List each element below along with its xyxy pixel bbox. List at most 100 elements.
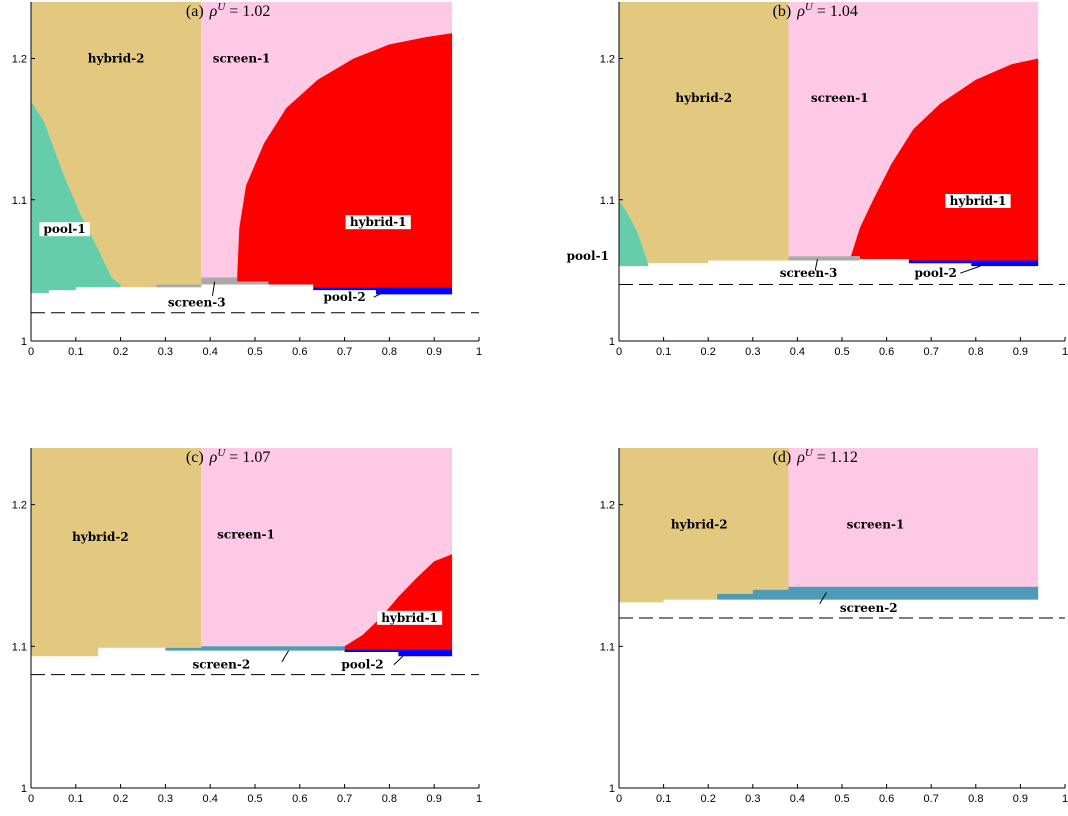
rho-superscript: U [217,1,226,13]
x-tick-label: 0.2 [113,793,128,805]
region-screen-2 [165,646,345,651]
region-pool-1 [31,100,121,294]
region-label-pool-2: pool-2 [323,290,365,304]
region-label-screen-3: screen-3 [780,266,838,280]
rho-symbol: ρ [209,449,218,466]
x-tick-label: 0.1 [68,793,83,805]
region-hybrid-2 [31,448,202,657]
region-label-screen-2: screen-2 [193,658,251,672]
x-tick-label: 0.4 [790,346,805,358]
y-tick-label: 1.1 [600,195,615,207]
y-tick-label: 1.2 [12,500,27,512]
region-pool-2 [313,287,453,295]
x-tick-label: 0.6 [292,346,307,358]
x-tick-label: 0.6 [879,346,894,358]
label-leader-line [814,258,818,271]
region-hybrid-2 [619,448,789,603]
x-tick-label: 0.9 [427,793,442,805]
panel-title: (b) ρU = 1.04 [773,1,858,20]
panel-title-prefix: (a) [186,3,204,20]
x-tick-label: 0.1 [656,793,671,805]
equals-sign: = [229,3,238,20]
x-tick-label: 0.9 [427,346,442,358]
rho-superscript: U [805,447,814,459]
region-hybrid-2 [31,2,202,288]
region-label-screen-1: screen-1 [217,527,275,541]
x-tick-label: 0.7 [924,346,939,358]
x-tick-label: 1 [476,793,482,805]
x-tick-label: 0 [616,346,622,358]
y-tick-label: 1.1 [600,641,615,653]
y-tick-label: 1.2 [600,500,615,512]
rho-superscript: U [217,447,226,459]
region-screen-3 [156,277,269,288]
x-tick-label: 0.7 [337,346,352,358]
label-leader-line [393,655,404,666]
y-tick-label: 1.2 [12,54,27,66]
equals-sign: = [817,3,826,20]
rho-superscript: U [805,1,814,13]
label-leader-line [960,265,981,274]
region-screen-1 [201,2,453,278]
x-tick-label: 0.5 [247,793,262,805]
panel-title: (c) ρU = 1.07 [186,447,270,466]
panel-title-prefix: (d) [773,449,792,466]
x-tick-label: 0.4 [203,793,218,805]
y-tick-label: 1 [21,783,27,795]
region-hybrid-2 [619,2,789,264]
x-tick-label: 0.6 [879,793,894,805]
x-tick-label: 0.1 [656,346,671,358]
chart-panel-4: 0 0.1 0.2 0.3 0.4 0.5 0.6 0.7 0.8 0.9 1 1 1.1 1.2 (d) ρ… [600,447,1068,805]
y-tick-label: 1.2 [600,54,615,66]
equals-sign: = [817,449,826,466]
x-tick-label: 0.4 [203,346,218,358]
x-tick-label: 0 [28,793,34,805]
region-screen-1 [788,448,1039,587]
label-box [345,215,411,230]
x-tick-label: 0.2 [113,346,128,358]
region-label-hybrid-1: hybrid-1 [350,215,407,229]
x-tick-label: 0.3 [158,346,173,358]
region-pool-2 [908,260,1039,267]
x-tick-label: 0.8 [968,793,983,805]
x-tick-label: 0 [616,793,622,805]
region-label-pool-2: pool-2 [341,658,383,672]
region-screen-1 [201,448,453,647]
rho-symbol: ρ [796,3,805,20]
x-tick-label: 0.8 [382,346,397,358]
x-tick-label: 0.1 [68,346,83,358]
label-box [945,193,1011,208]
label-leader-line [281,650,290,663]
region-label-hybrid-1: hybrid-1 [950,194,1007,208]
region-label-screen-1: screen-1 [213,51,271,65]
rho-value: 1.12 [830,449,858,466]
y-tick-label: 1 [609,783,615,795]
x-tick-label: 1 [476,346,482,358]
region-screen-2 [717,586,1039,600]
rho-symbol: ρ [796,449,805,466]
region-screen-1 [788,2,1039,257]
x-tick-label: 1 [1062,793,1068,805]
rho-value: 1.07 [242,449,270,466]
panel-title-prefix: (c) [186,449,204,466]
x-tick-label: 0.6 [292,793,307,805]
x-tick-label: 0.8 [968,346,983,358]
panel-title: (a) ρU = 1.02 [186,1,270,20]
x-tick-label: 0.9 [1013,346,1028,358]
rho-symbol: ρ [209,3,218,20]
region-hybrid-1 [344,554,453,650]
label-box [376,610,443,625]
x-tick-label: 0.2 [701,346,716,358]
region-label-screen-1: screen-1 [811,91,869,105]
region-label-hybrid-2: hybrid-2 [675,91,732,105]
x-tick-label: 1 [1062,346,1068,358]
region-label-pool-1: pool-1 [43,222,85,236]
region-screen-3 [775,256,860,262]
equals-sign: = [229,449,238,466]
region-pool-1 [619,199,648,267]
region-label-screen-1: screen-1 [847,517,905,531]
rho-value: 1.04 [830,3,858,20]
x-tick-label: 0.4 [790,793,805,805]
chart-panel-2: 0 0.1 0.2 0.3 0.4 0.5 0.6 0.7 0.8 0.9 1 1 1.1 1.2 (b) ρ… [567,1,1068,358]
chart-panel-3: 0 0.1 0.2 0.3 0.4 0.5 0.6 0.7 0.8 0.9 1 1 1.1 1.2 (c) ρ… [12,447,482,805]
